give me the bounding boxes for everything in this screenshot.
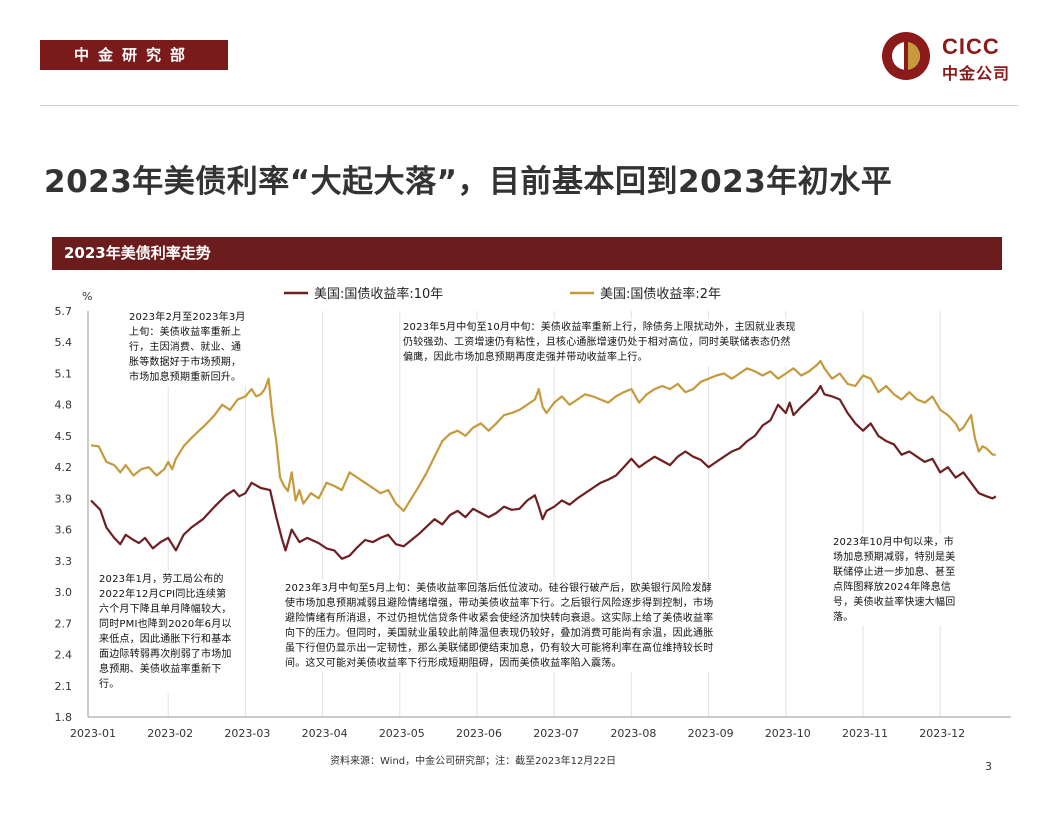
- x-tick-label: 2023-08: [610, 727, 656, 740]
- series-line-10y: [90, 384, 997, 560]
- y-tick-label: 5.4: [55, 336, 73, 349]
- annotation-jan: 2023年1月，劳工局公布的2022年12月CPI同比连续第六个月下降且单月降幅…: [97, 571, 237, 693]
- y-tick-label: 4.2: [55, 461, 73, 474]
- page-number: 3: [985, 760, 992, 773]
- logo-text-cn: 中金公司: [942, 64, 1011, 83]
- x-tick-label: 2023-03: [224, 727, 270, 740]
- y-tick-label: 4.8: [55, 399, 73, 412]
- y-tick-label: 3.0: [55, 586, 73, 599]
- annotation-oct-onward: 2023年10月中旬以来，市场加息预期减弱，特别是美联储停止进一步加息、甚至点阵…: [831, 534, 966, 626]
- x-tick-label: 2023-07: [533, 727, 579, 740]
- annotation-feb-mar: 2023年2月至2023年3月上旬：美债收益率重新上行，主因消费、就业、通胀等数…: [127, 309, 253, 386]
- x-tick-label: 2023-09: [688, 727, 734, 740]
- x-tick-label: 2023-12: [919, 727, 965, 740]
- y-tick-label: 2.1: [55, 680, 73, 693]
- chart-header: 2023年美债利率走势: [52, 237, 1002, 270]
- y-tick-label: 5.7: [55, 305, 73, 318]
- y-tick-label: 5.1: [55, 367, 73, 380]
- legend-label-2y: 美国:国债收益率:2年: [600, 286, 721, 302]
- x-tick-label: 2023-05: [379, 727, 425, 740]
- page-title: 2023年美债利率“大起大落”，目前基本回到2023年初水平: [44, 164, 893, 200]
- y-tick-label: 3.3: [55, 555, 73, 568]
- logo-text-en: CICC: [942, 34, 1000, 59]
- y-tick-label: 2.7: [55, 617, 73, 630]
- series-line-2y: [90, 359, 996, 512]
- y-tick-label: 3.9: [55, 492, 73, 505]
- y-tick-label: 2.4: [55, 649, 73, 662]
- cicc-logo-icon: [882, 32, 930, 80]
- y-tick-label: 4.5: [55, 430, 73, 443]
- x-tick-label: 2023-06: [456, 727, 502, 740]
- x-tick-label: 2023-02: [147, 727, 193, 740]
- legend-label-10y: 美国:国债收益率:10年: [314, 286, 443, 302]
- x-tick-label: 2023-01: [70, 727, 116, 740]
- annotation-may-oct: 2023年5月中旬至10月中旬：美债收益率重新上行，除债务上限扰动外，主因就业表…: [401, 319, 801, 366]
- cicc-logo: CICC 中金公司: [880, 30, 1020, 83]
- y-axis-unit: %: [82, 290, 92, 303]
- department-badge: 中金研究部: [40, 40, 228, 70]
- annotation-mar-may: 2023年3月中旬至5月上旬：美债收益率回落后低位波动。硅谷银行破产后，欧美银行…: [283, 580, 716, 672]
- y-tick-label: 1.8: [55, 711, 73, 724]
- header-divider: [40, 105, 1018, 106]
- x-tick-label: 2023-04: [302, 727, 348, 740]
- source-note: 资料来源：Wind，中金公司研究部；注：截至2023年12月22日: [330, 756, 617, 767]
- x-tick-label: 2023-11: [842, 727, 888, 740]
- x-tick-label: 2023-10: [765, 727, 811, 740]
- y-tick-label: 3.6: [55, 524, 73, 537]
